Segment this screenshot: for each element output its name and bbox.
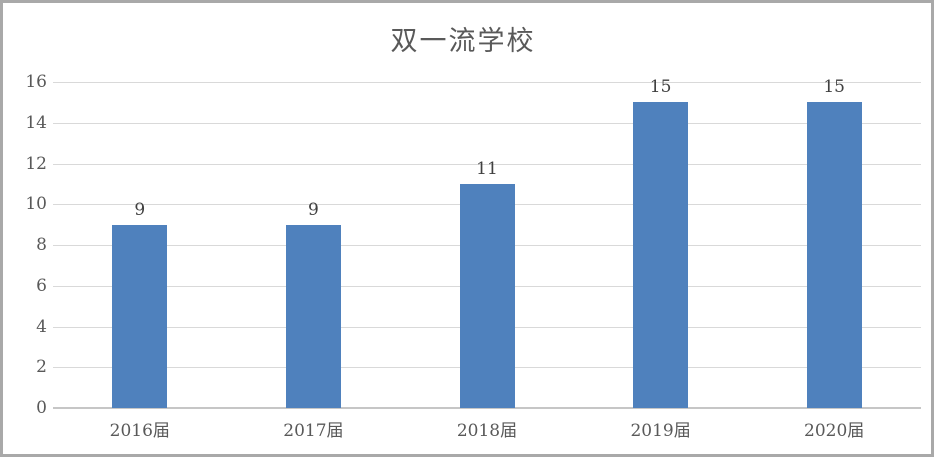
bar-value-label: 9 [307,199,319,220]
y-tick-label: 14 [25,112,47,133]
x-tick-label: 2018届 [456,421,518,441]
y-tick-label: 10 [25,194,47,215]
x-tick-label: 2017届 [283,421,344,441]
bar-2020届 [806,102,862,408]
x-tick-label: 2019届 [630,421,691,441]
bar-2019届 [633,102,689,408]
bar-2016届 [112,224,168,408]
bar-value-label: 11 [476,158,498,179]
bar-2017届 [285,224,341,408]
horizontal-gridline [53,163,921,165]
x-axis-line [53,407,921,409]
y-tick-label: 12 [25,153,47,174]
horizontal-gridline [53,122,921,124]
y-tick-label: 4 [36,316,47,337]
y-tick-label: 2 [36,357,47,378]
chart-title: 双一流学校 [390,26,536,57]
bar-value-label: 9 [134,199,146,220]
y-tick-label: 8 [36,235,47,255]
x-tick-label: 2020届 [804,421,865,441]
y-tick-label: 6 [36,275,47,296]
y-tick-label: 16 [25,72,47,92]
x-tick-label: 2016届 [109,421,170,441]
bar-value-label: 15 [649,77,672,98]
horizontal-gridline [53,82,921,83]
plot-area: 0 2 4 6 8 10 12 14 16 9 2016届 9 2017届 11 2018届 15 2019届 1… [25,72,921,441]
y-tick-label: 0 [36,398,47,418]
bar-2018届 [459,183,515,408]
bar-value-label: 15 [823,77,845,98]
